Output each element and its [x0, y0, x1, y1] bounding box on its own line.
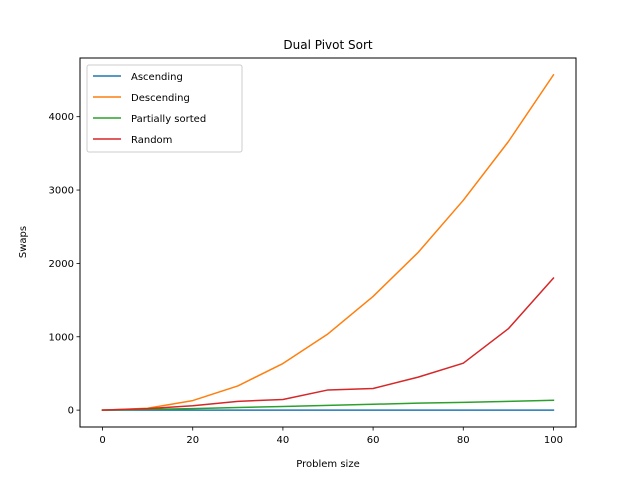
chart-title: Dual Pivot Sort: [283, 38, 373, 52]
series-line-2: [101, 399, 555, 411]
x-tick-label: 80: [457, 435, 470, 446]
series-line-3: [101, 277, 555, 411]
y-tick-label: 2000: [49, 259, 74, 270]
plot-frame: [79, 57, 577, 428]
x-axis-label: Problem size: [296, 459, 359, 470]
y-tick-label: 4000: [49, 112, 74, 123]
plot-lines: [101, 73, 555, 411]
y-tick-label: 1000: [49, 332, 74, 343]
y-axis: 0 1000 2000 3000 4000: [49, 112, 80, 417]
y-tick-label: 3000: [49, 186, 74, 197]
x-tick-label: 40: [277, 435, 290, 446]
legend-label-0: Ascending: [131, 72, 183, 83]
series-line-1: [101, 73, 555, 411]
y-tick-label: 0: [68, 406, 74, 417]
x-tick-label: 100: [544, 435, 563, 446]
legend-label-1: Descending: [131, 93, 190, 104]
legend-box: [86, 64, 243, 153]
legend: Ascending Descending Partially sorted Rando…: [86, 64, 243, 153]
x-tick-label: 0: [99, 435, 105, 446]
x-axis: 0 20 40 60 80 100: [99, 427, 563, 446]
y-axis-label: Swaps: [18, 226, 29, 258]
x-tick-label: 60: [367, 435, 380, 446]
x-tick-label: 20: [186, 435, 199, 446]
legend-label-3: Random: [131, 135, 172, 146]
legend-label-2: Partially sorted: [131, 114, 206, 125]
